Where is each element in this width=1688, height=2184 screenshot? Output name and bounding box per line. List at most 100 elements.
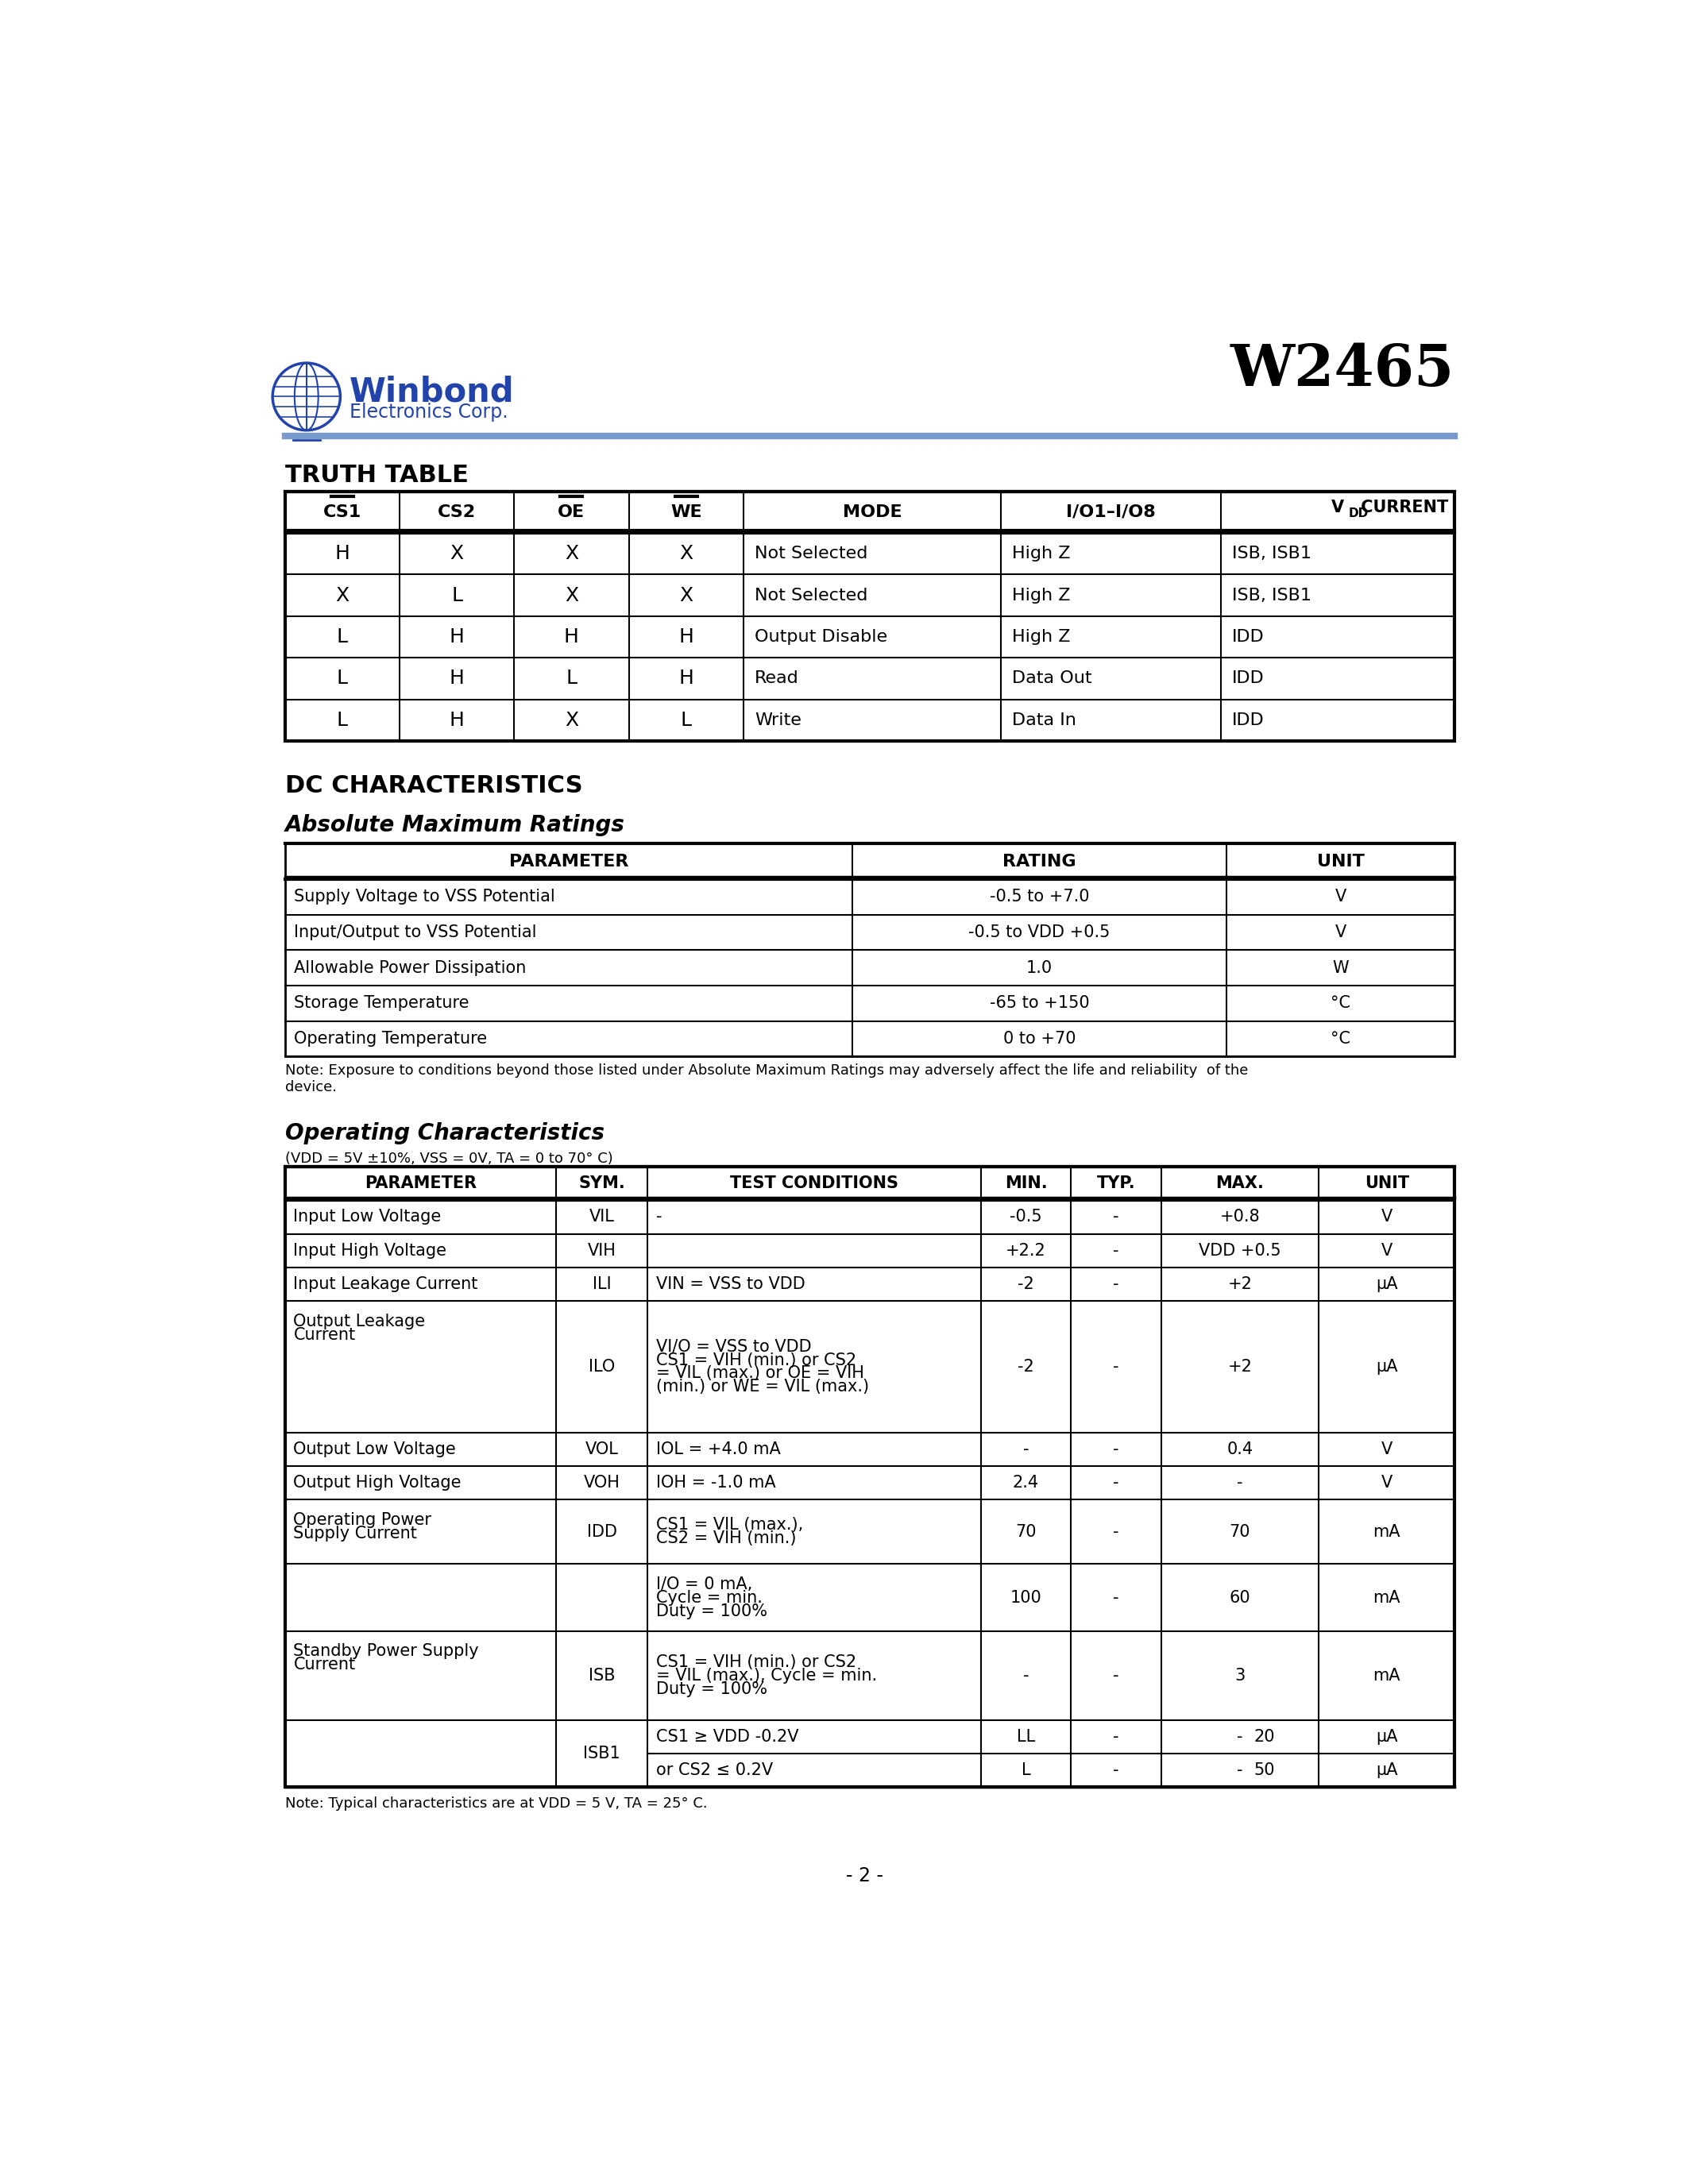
Text: 70: 70 (1229, 1524, 1251, 1540)
Text: X: X (565, 710, 579, 729)
Text: Operating Characteristics: Operating Characteristics (285, 1123, 604, 1144)
Text: μA: μA (1376, 1730, 1398, 1745)
Text: IDD: IDD (1232, 629, 1264, 644)
Text: X: X (565, 544, 579, 563)
Text: H: H (449, 710, 464, 729)
Text: W: W (1332, 959, 1349, 976)
Text: (VDD = 5V ±10%, VSS = 0V, TA = 0 to 70° C): (VDD = 5V ±10%, VSS = 0V, TA = 0 to 70° … (285, 1151, 613, 1166)
Text: OE: OE (559, 505, 586, 520)
Text: Duty = 100%: Duty = 100% (657, 1682, 768, 1697)
Text: IDD: IDD (587, 1524, 616, 1540)
Text: or CS2 ≤ 0.2V: or CS2 ≤ 0.2V (657, 1762, 773, 1778)
Text: IOL = +4.0 mA: IOL = +4.0 mA (657, 1441, 780, 1457)
Text: -: - (1237, 1730, 1242, 1745)
Bar (285, 843, 1455, 1057)
Text: -: - (1112, 1762, 1119, 1778)
Text: Absolute Maximum Ratings: Absolute Maximum Ratings (285, 815, 625, 836)
Text: TYP.: TYP. (1097, 1175, 1136, 1190)
Text: VIL: VIL (589, 1210, 614, 1225)
Text: -: - (1112, 1358, 1119, 1374)
Text: L: L (336, 627, 348, 646)
Text: H: H (449, 668, 464, 688)
Text: Input High Voltage: Input High Voltage (294, 1243, 447, 1258)
Text: Input Low Voltage: Input Low Voltage (294, 1210, 442, 1225)
Text: L: L (451, 585, 463, 605)
Text: I/O = 0 mA,: I/O = 0 mA, (657, 1577, 753, 1592)
Text: Standby Power Supply: Standby Power Supply (294, 1645, 479, 1660)
Text: X: X (451, 544, 464, 563)
Text: CS1 = VIH (min.) or CS2: CS1 = VIH (min.) or CS2 (657, 1352, 856, 1367)
Text: -: - (1112, 1590, 1119, 1605)
Text: -0.5: -0.5 (1009, 1210, 1041, 1225)
Text: = VIL (max.), Cycle = min.: = VIL (max.), Cycle = min. (657, 1669, 878, 1684)
Text: -: - (1112, 1441, 1119, 1457)
Text: 2.4: 2.4 (1013, 1474, 1040, 1492)
Text: ISB1: ISB1 (584, 1745, 621, 1762)
Text: DC CHARACTERISTICS: DC CHARACTERISTICS (285, 775, 582, 797)
Text: V: V (1381, 1474, 1393, 1492)
Text: +2: +2 (1227, 1275, 1252, 1293)
Text: Not Selected: Not Selected (755, 546, 868, 561)
Text: ISB: ISB (589, 1669, 614, 1684)
Text: ISB, ISB1: ISB, ISB1 (1232, 587, 1312, 603)
Text: 0 to +70: 0 to +70 (1003, 1031, 1075, 1046)
Text: °C: °C (1330, 1031, 1350, 1046)
Text: Duty = 100%: Duty = 100% (657, 1603, 768, 1618)
Bar (285, 491, 1455, 740)
Text: IDD: IDD (1232, 712, 1264, 727)
Text: High Z: High Z (1011, 546, 1070, 561)
Text: -: - (1023, 1441, 1030, 1457)
Text: MIN.: MIN. (1004, 1175, 1047, 1190)
Text: Not Selected: Not Selected (755, 587, 868, 603)
Text: -: - (1112, 1669, 1119, 1684)
Text: mA: mA (1372, 1669, 1401, 1684)
Text: Electronics Corp.: Electronics Corp. (349, 402, 508, 422)
Text: CS1 ≥ VDD -0.2V: CS1 ≥ VDD -0.2V (657, 1730, 798, 1745)
Text: H: H (679, 668, 694, 688)
Text: -: - (1023, 1669, 1030, 1684)
Text: V: V (1381, 1441, 1393, 1457)
Text: Supply Current: Supply Current (294, 1524, 417, 1542)
Text: Output Leakage: Output Leakage (294, 1313, 425, 1330)
Text: Input/Output to VSS Potential: Input/Output to VSS Potential (294, 924, 537, 941)
Text: Current: Current (294, 1326, 356, 1343)
Text: H: H (679, 627, 694, 646)
Text: MAX.: MAX. (1215, 1175, 1264, 1190)
Text: V: V (1332, 500, 1344, 515)
Text: Read: Read (755, 670, 798, 686)
Text: Input Leakage Current: Input Leakage Current (294, 1275, 478, 1293)
Text: TRUTH TABLE: TRUTH TABLE (285, 463, 468, 487)
Text: -: - (1112, 1275, 1119, 1293)
Text: (min.) or WE = VIL (max.): (min.) or WE = VIL (max.) (657, 1378, 869, 1396)
Text: V: V (1335, 889, 1345, 904)
Text: H: H (449, 627, 464, 646)
Text: -: - (1112, 1243, 1119, 1258)
Text: L: L (336, 710, 348, 729)
Text: RATING: RATING (1003, 854, 1077, 869)
Text: Output High Voltage: Output High Voltage (294, 1474, 461, 1492)
Text: Operating Temperature: Operating Temperature (294, 1031, 488, 1046)
Text: H: H (334, 544, 349, 563)
Text: IDD: IDD (1232, 670, 1264, 686)
Text: Supply Voltage to VSS Potential: Supply Voltage to VSS Potential (294, 889, 555, 904)
Text: 100: 100 (1009, 1590, 1041, 1605)
Text: PARAMETER: PARAMETER (365, 1175, 476, 1190)
Text: Allowable Power Dissipation: Allowable Power Dissipation (294, 959, 527, 976)
Text: MODE: MODE (842, 505, 901, 520)
Text: mA: mA (1372, 1524, 1401, 1540)
Text: ILI: ILI (592, 1275, 611, 1293)
Text: X: X (565, 585, 579, 605)
Text: - 2 -: - 2 - (846, 1867, 883, 1885)
Text: Note: Exposure to conditions beyond those listed under Absolute Maximum Ratings : Note: Exposure to conditions beyond thos… (285, 1064, 1247, 1094)
Text: -: - (657, 1210, 662, 1225)
Text: Cycle = min.: Cycle = min. (657, 1590, 763, 1605)
Text: VDD +0.5: VDD +0.5 (1198, 1243, 1281, 1258)
Text: VOL: VOL (586, 1441, 618, 1457)
Text: -: - (1237, 1474, 1242, 1492)
Text: L: L (680, 710, 692, 729)
Text: 20: 20 (1254, 1730, 1274, 1745)
Text: Output Disable: Output Disable (755, 629, 888, 644)
Text: 50: 50 (1254, 1762, 1274, 1778)
Text: X: X (679, 544, 692, 563)
Text: 3: 3 (1234, 1669, 1246, 1684)
